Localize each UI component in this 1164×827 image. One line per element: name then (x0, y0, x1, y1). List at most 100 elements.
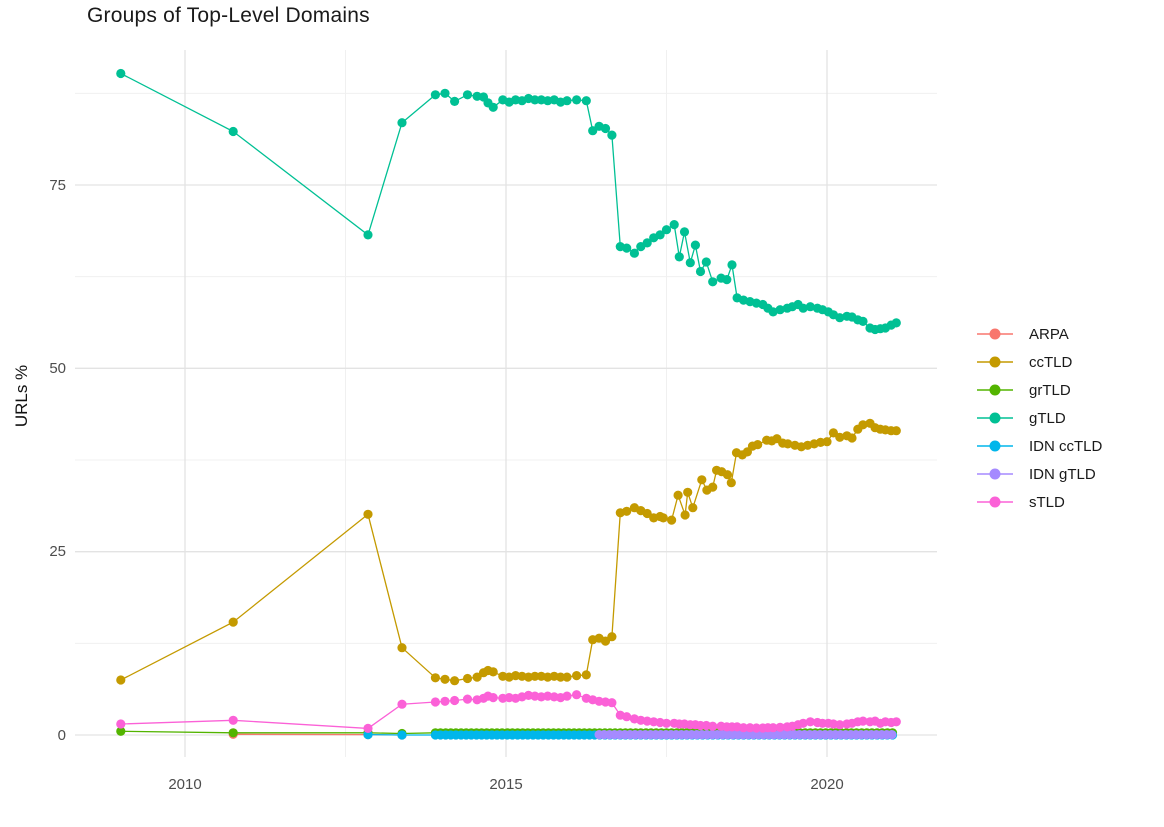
data-point-cctld (822, 437, 832, 447)
legend-key-dot (989, 356, 1001, 368)
legend-key-dot (989, 440, 1001, 452)
data-point-gtld (661, 225, 672, 235)
data-point-cctld (697, 475, 707, 485)
legend-key-dot (989, 412, 1001, 424)
data-point-cctld (397, 643, 407, 653)
data-point-gtld (440, 88, 450, 98)
legend-item-arpa: ARPA (977, 320, 1102, 348)
data-point-gtld (600, 123, 611, 134)
legend-key-glyph-cctld (977, 355, 1013, 369)
data-point-gtld (572, 95, 582, 105)
data-point-cctld (440, 674, 450, 684)
data-point-cctld (430, 673, 440, 683)
data-point-cctld (530, 671, 540, 681)
data-point-stld (430, 697, 440, 707)
data-point-stld (228, 715, 238, 725)
data-point-cctld (581, 670, 591, 680)
data-point-cctld (858, 420, 868, 430)
data-point-gtld (695, 266, 706, 277)
legend-key-dot (989, 496, 1001, 508)
data-point-cctld (673, 490, 683, 500)
legend-key-glyph-idn-gtld (977, 467, 1013, 481)
data-point-gtld (462, 90, 473, 100)
data-point-idn-cctld (397, 730, 407, 740)
legend-item-gtld: gTLD (977, 404, 1102, 432)
data-point-stld (397, 699, 407, 709)
legend-label: IDN ccTLD (1029, 437, 1103, 455)
data-point-stld (835, 720, 845, 730)
legend-key-glyph-arpa (977, 327, 1013, 341)
data-point-gtld (891, 318, 901, 328)
legend-key-glyph-idn-cctld (977, 439, 1013, 453)
y-tick-label: 0 (57, 726, 66, 744)
data-point-stld (562, 691, 572, 701)
legend-label: ccTLD (1029, 353, 1073, 371)
data-point-gtld (835, 313, 845, 323)
legend-item-grtld: grTLD (977, 376, 1102, 404)
data-point-gtld (775, 305, 785, 315)
data-point-gtld (116, 68, 126, 79)
data-point-gtld (768, 307, 778, 317)
data-point-stld (116, 719, 126, 729)
data-point-cctld (116, 675, 126, 685)
series-line-gtld (120, 72, 897, 331)
data-point-gtld (228, 126, 238, 137)
data-point-stld (768, 723, 778, 733)
data-point-cctld (847, 433, 857, 443)
data-point-stld (622, 712, 632, 722)
data-point-gtld (530, 95, 540, 105)
legend-item-cctld: ccTLD (977, 348, 1102, 376)
data-point-cctld (688, 503, 698, 513)
data-point-gtld (450, 96, 460, 106)
data-point-gtld (397, 118, 407, 128)
data-point-cctld (472, 672, 482, 682)
chart-title: Groups of Top-Level Domains (87, 4, 370, 27)
data-point-cctld (683, 487, 693, 497)
legend-key-glyph-stld (977, 495, 1013, 509)
data-point-gtld (679, 227, 690, 237)
data-point-gtld (488, 102, 498, 112)
data-point-stld (708, 721, 718, 731)
data-point-cctld (556, 672, 566, 682)
data-point-gtld (581, 96, 591, 106)
data-point-gtld (363, 230, 373, 240)
legend-label: sTLD (1029, 493, 1065, 511)
data-point-cctld (462, 673, 473, 684)
legend-key-dot (989, 384, 1001, 396)
data-point-gtld (701, 257, 711, 267)
data-point-gtld (674, 252, 684, 262)
x-tick-label: 2015 (489, 776, 523, 793)
data-point-stld (450, 695, 460, 706)
data-point-cctld (622, 506, 632, 516)
data-point-cctld (828, 428, 839, 438)
data-point-cctld (658, 513, 668, 523)
data-point-cctld (722, 470, 733, 480)
data-point-gtld (588, 126, 598, 136)
data-point-stld (805, 717, 815, 727)
data-point-stld (572, 690, 582, 700)
data-point-cctld (488, 667, 498, 677)
x-tick-label: 2010 (168, 776, 202, 793)
y-tick-label: 25 (49, 543, 66, 561)
legend-item-idn-cctld: IDN ccTLD (977, 432, 1102, 460)
data-point-stld (363, 723, 373, 734)
data-point-stld (798, 718, 808, 728)
data-point-cctld (891, 426, 901, 436)
legend-label: ARPA (1029, 325, 1069, 343)
data-point-gtld (622, 243, 632, 253)
data-point-stld (858, 716, 868, 726)
data-point-stld (738, 723, 749, 733)
legend-label: grTLD (1029, 381, 1071, 399)
data-point-cctld (835, 432, 845, 442)
data-point-stld (440, 696, 450, 706)
legend-key-glyph-grtld (977, 383, 1013, 397)
data-point-stld (488, 693, 498, 703)
legend-item-stld: sTLD (977, 488, 1102, 516)
data-point-gtld (642, 238, 652, 248)
data-point-stld (775, 722, 785, 732)
data-point-cctld (726, 478, 736, 488)
data-point-stld (661, 718, 672, 728)
data-point-gtld (805, 302, 815, 312)
data-point-gtld (690, 240, 701, 250)
